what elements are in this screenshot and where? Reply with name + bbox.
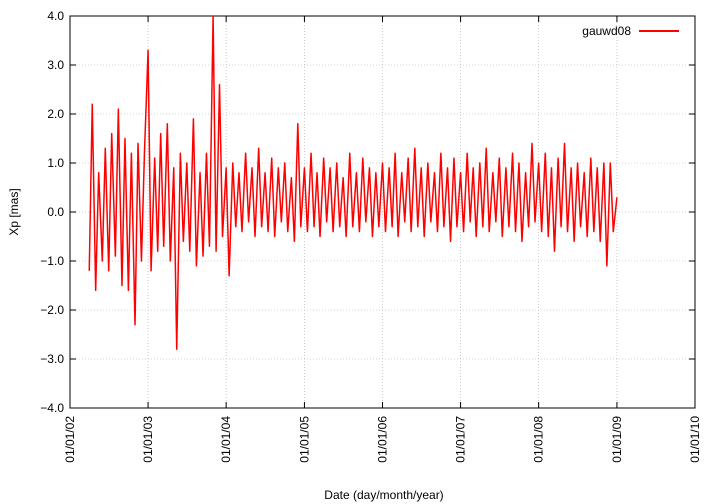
data-line <box>88 15 618 350</box>
x-tick-label: 01/01/07 <box>454 416 468 463</box>
y-tick-label: 1.0 <box>47 156 64 170</box>
x-axis-label: Date (day/month/year) <box>324 488 443 502</box>
x-tick-label: 01/01/03 <box>141 416 155 463</box>
x-tick-label: 01/01/06 <box>376 416 390 463</box>
legend-label: gauwd08 <box>582 24 631 38</box>
x-tick-label: 01/01/05 <box>297 416 311 463</box>
y-tick-label: −1.0 <box>40 254 64 268</box>
x-tick-label: 01/01/08 <box>532 416 546 463</box>
y-axis-label: Xp [mas] <box>7 188 21 235</box>
y-tick-label: 3.0 <box>47 58 64 72</box>
y-tick-label: −2.0 <box>40 303 64 317</box>
x-tick-label: 01/01/09 <box>610 416 624 463</box>
y-tick-label: 0.0 <box>47 205 64 219</box>
x-tick-label: 01/01/02 <box>63 416 77 463</box>
y-tick-label: −3.0 <box>40 352 64 366</box>
plot-border <box>69 15 696 409</box>
y-tick-label: −4.0 <box>40 401 64 415</box>
x-tick-label: 01/01/10 <box>688 416 702 463</box>
x-tick-label: 01/01/04 <box>219 416 233 463</box>
y-tick-label: 4.0 <box>47 9 64 23</box>
y-tick-label: 2.0 <box>47 107 64 121</box>
